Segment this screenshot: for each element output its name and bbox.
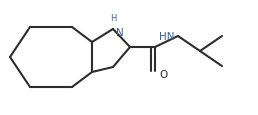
Text: HN: HN [159,32,175,42]
Text: O: O [159,69,167,79]
Text: H: H [110,14,116,23]
Text: N: N [116,28,124,38]
